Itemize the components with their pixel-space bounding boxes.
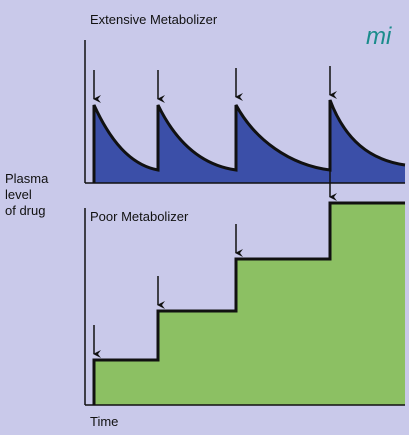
x-label: Time xyxy=(90,414,118,429)
plasma-area xyxy=(94,100,405,183)
y-label: of drug xyxy=(5,203,45,218)
plasma-curve xyxy=(92,201,405,405)
plasma-area xyxy=(94,203,405,405)
y-label: Plasma xyxy=(5,171,49,186)
panel-title: Poor Metabolizer xyxy=(90,209,189,224)
logo: mi xyxy=(366,23,392,50)
panel-title: Extensive Metabolizer xyxy=(90,12,218,27)
dose-arrows xyxy=(93,168,337,358)
dose-arrows xyxy=(93,66,337,103)
plasma-curve xyxy=(92,99,406,183)
y-label: level xyxy=(5,187,32,202)
